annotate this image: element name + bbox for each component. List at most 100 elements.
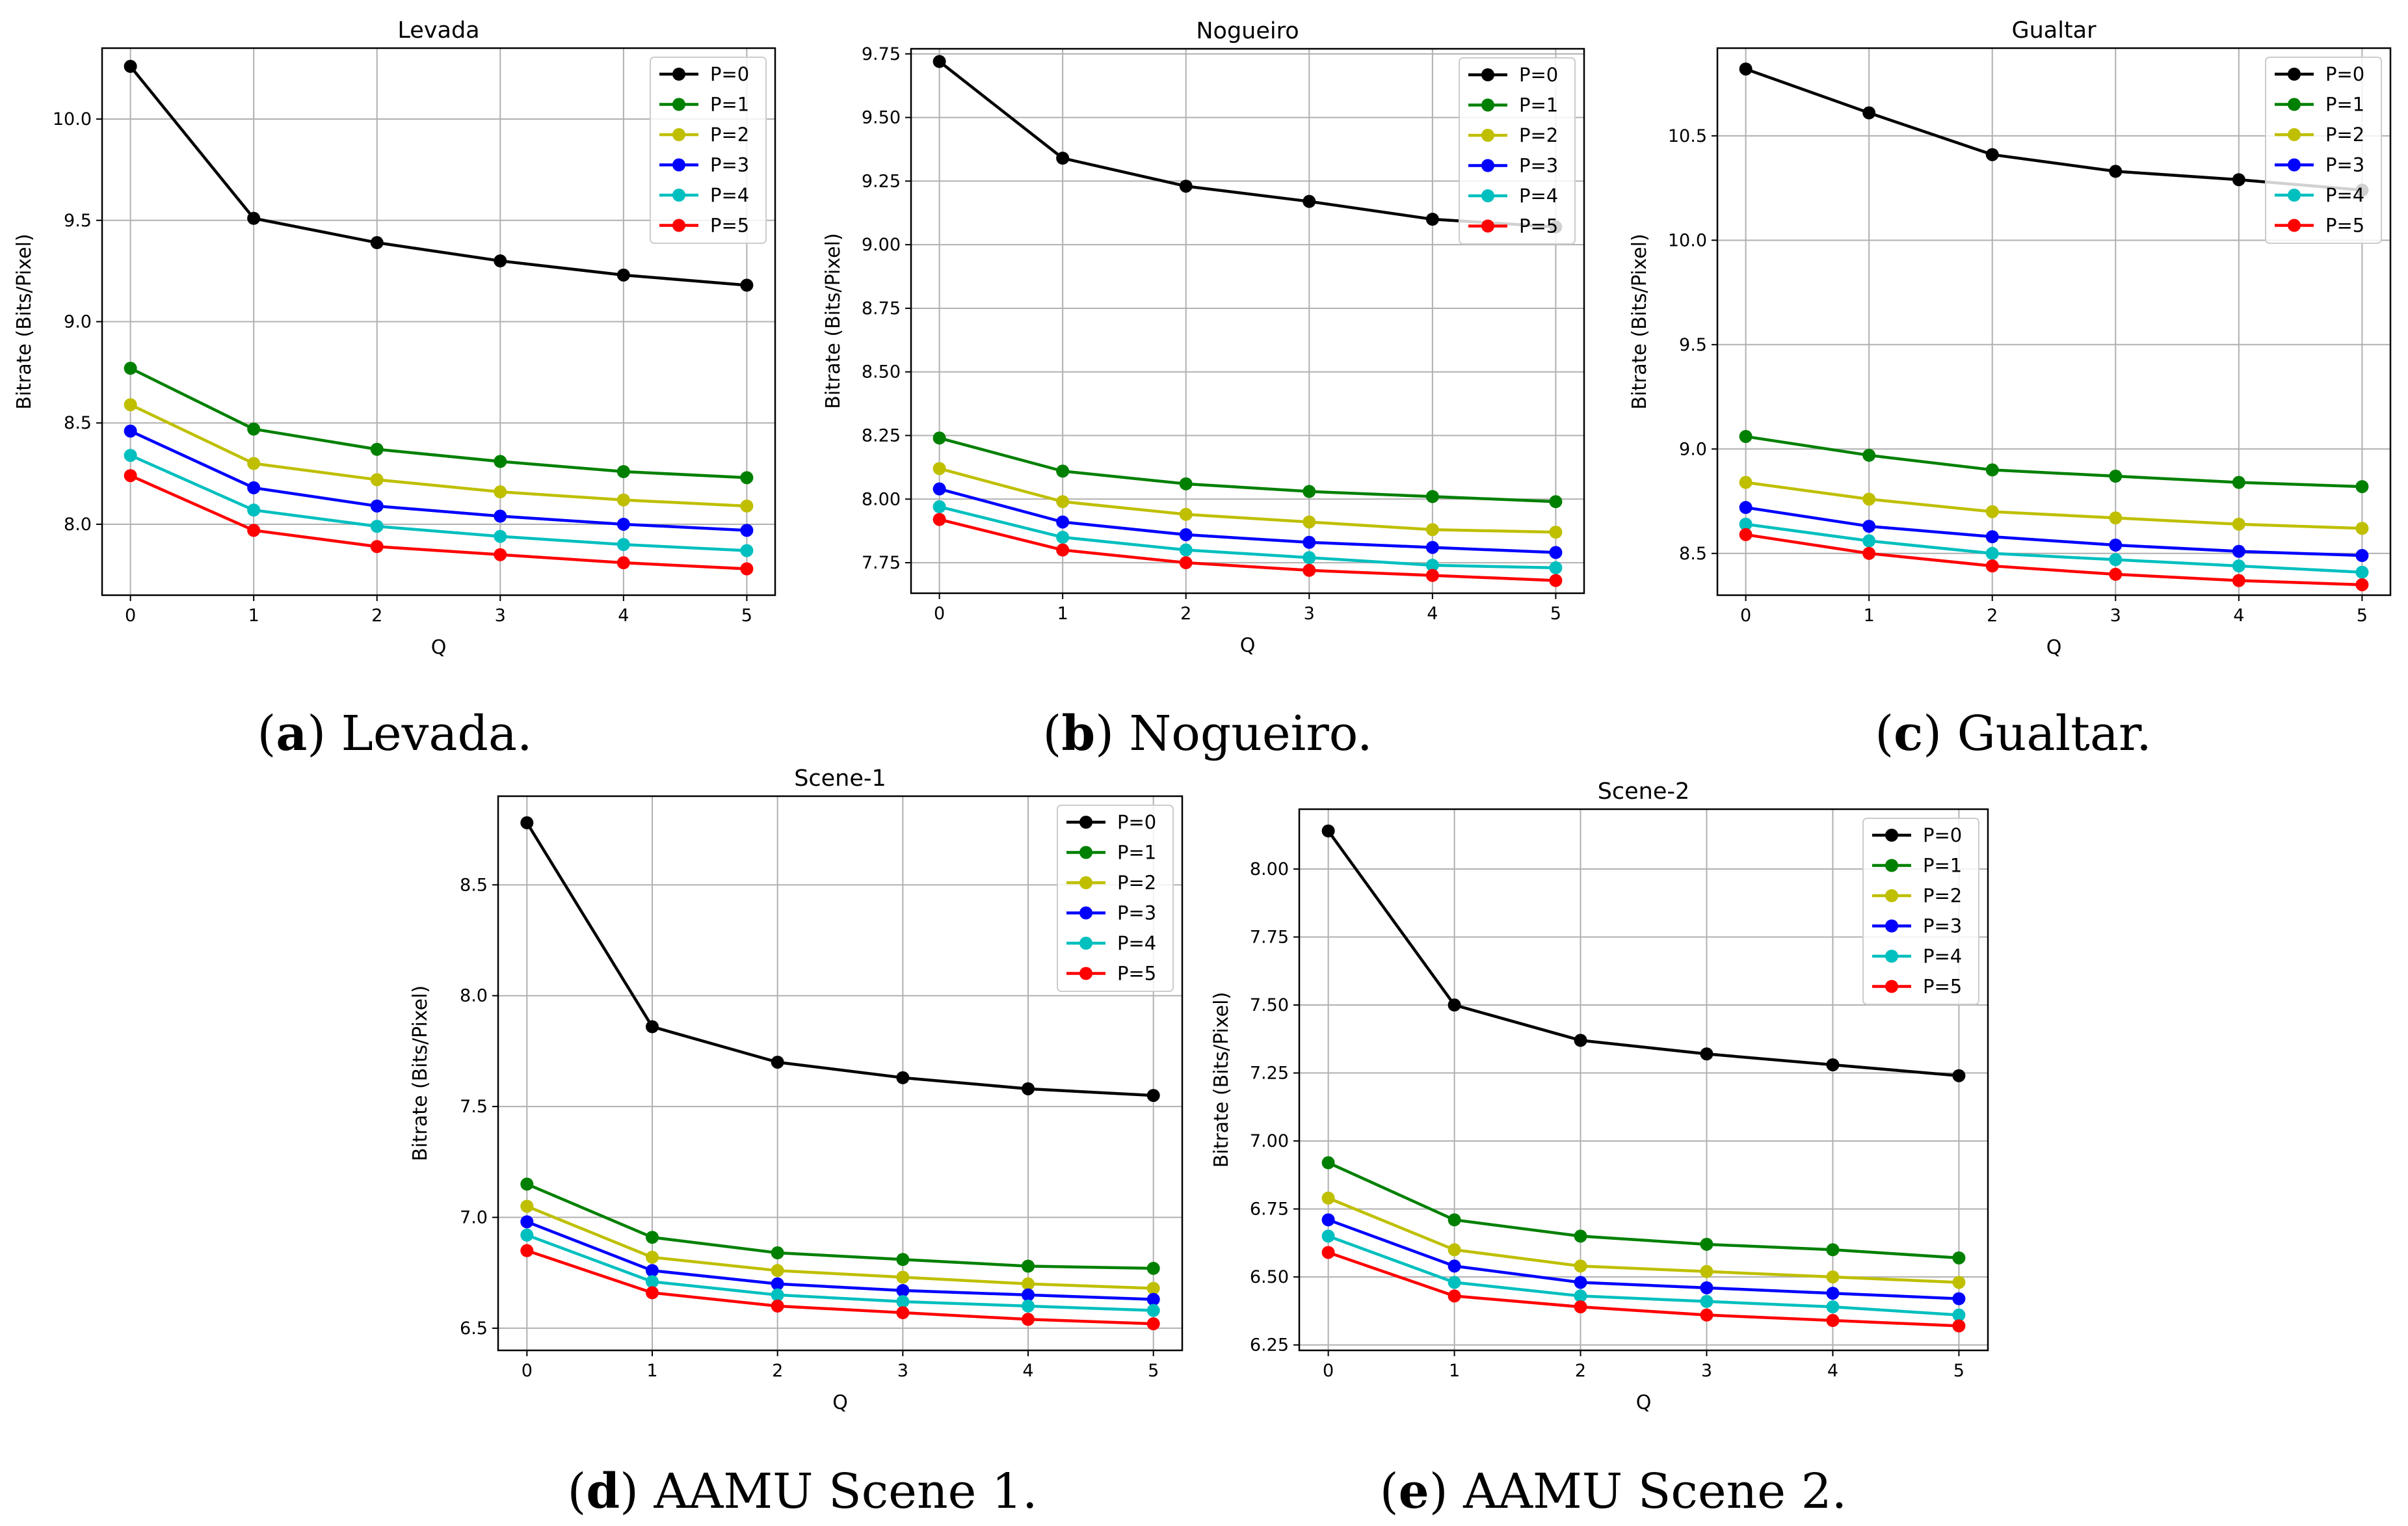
data-point-p3	[1700, 1281, 1713, 1294]
data-point-p4	[1862, 534, 1876, 548]
legend-marker-p0	[2288, 68, 2301, 81]
data-point-p2	[1826, 1270, 1840, 1284]
data-point-p1	[1022, 1259, 1035, 1273]
data-point-p5	[1739, 528, 1753, 541]
data-point-p4	[933, 500, 946, 514]
data-point-p5	[933, 513, 946, 526]
series-line-p3	[1745, 505, 2362, 557]
data-point-p3	[645, 1264, 659, 1278]
x-axis-label: Q	[832, 1391, 848, 1414]
data-point-p3	[933, 482, 946, 496]
legend: P=0 P=1 P=2 P=3 P=4 P=5	[1862, 818, 1979, 1005]
data-point-p4	[1549, 561, 1563, 574]
legend-label-p1: P=1	[1117, 842, 1156, 864]
data-point-p5	[494, 548, 507, 561]
data-point-p1	[1985, 463, 1999, 477]
x-tick-label: 4	[618, 606, 629, 626]
legend-label-p2: P=2	[1117, 872, 1156, 894]
y-tick-label: 7.75	[1250, 928, 1289, 948]
data-point-p3	[1985, 530, 1999, 544]
data-point-p0	[1022, 1082, 1035, 1095]
y-tick-label: 7.75	[862, 553, 901, 573]
series-line-p3	[526, 1220, 1154, 1301]
data-point-p2	[771, 1264, 784, 1278]
x-tick-label: 1	[248, 606, 259, 626]
data-point-p4	[1739, 517, 1753, 531]
data-point-p1	[616, 464, 630, 478]
x-tick-label: 0	[125, 606, 136, 626]
legend-label-p3: P=3	[1519, 155, 1558, 177]
data-point-p4	[1022, 1299, 1035, 1313]
y-axis-label: Bitrate (Bits/Pixel)	[1210, 992, 1233, 1168]
legend-marker-p4	[2288, 189, 2301, 202]
legend-label-p2: P=2	[1923, 885, 1962, 907]
data-point-p4	[520, 1228, 534, 1242]
y-tick-label: 6.75	[1250, 1199, 1289, 1220]
data-point-p3	[1549, 546, 1563, 559]
series-line-p4	[1327, 1235, 1959, 1317]
series-line-p4	[1745, 522, 2362, 574]
data-point-p1	[247, 422, 261, 436]
legend-marker-p2	[1885, 889, 1898, 902]
legend-marker-p4	[1079, 937, 1092, 950]
data-point-p3	[1826, 1287, 1840, 1300]
legend-marker-p1	[1079, 846, 1092, 859]
legend-marker-p2	[1079, 876, 1092, 889]
legend-marker-p4	[672, 189, 685, 202]
y-tick-label: 7.5	[460, 1097, 488, 1117]
data-point-p0	[1179, 180, 1193, 193]
data-point-p5	[1862, 546, 1876, 560]
data-point-p0	[933, 55, 946, 68]
data-point-p3	[1179, 528, 1193, 542]
data-point-p0	[616, 268, 630, 282]
data-point-p3	[2109, 538, 2123, 552]
data-point-p5	[1056, 543, 1070, 557]
x-tick-label: 4	[1022, 1361, 1033, 1381]
data-point-p1	[1056, 464, 1070, 478]
chart-panel-2: 0 1 2 3 4 5 7.75 8.00 8.25 8.50 8.75 9.00 9.25 9.50 9.…	[822, 18, 1585, 657]
caption-c-letter: c	[1894, 706, 1924, 762]
y-tick-label: 10.0	[1668, 230, 1707, 250]
caption-c: (c) Gualtar.	[1875, 706, 2152, 762]
data-point-p1	[1574, 1229, 1587, 1243]
legend-label-p4: P=4	[1923, 945, 1962, 967]
data-point-p4	[1303, 551, 1316, 565]
data-point-p0	[2109, 165, 2123, 178]
series-line-p1	[526, 1183, 1154, 1270]
chart-panel-1: 0 1 2 3 4 5 8.0 8.5 9.0 9.5 10.0 Levada Q Bitrate (Bi…	[13, 18, 776, 659]
x-tick-label: 2	[1180, 604, 1191, 624]
legend-marker-p1	[1481, 98, 1494, 112]
y-tick-label: 8.00	[862, 489, 901, 509]
x-axis-label: Q	[2046, 636, 2062, 659]
data-point-p2	[1448, 1243, 1461, 1257]
y-tick-label: 6.50	[1250, 1267, 1289, 1287]
data-point-p5	[740, 562, 754, 576]
legend-label-p5: P=5	[1117, 963, 1156, 985]
legend-label-p3: P=3	[710, 154, 749, 176]
data-point-p0	[1146, 1089, 1160, 1103]
legend-label-p1: P=1	[1519, 94, 1558, 116]
y-tick-label: 8.75	[862, 299, 901, 319]
data-point-p5	[247, 524, 261, 537]
x-tick-label: 4	[2233, 606, 2244, 626]
x-tick-label: 3	[1304, 604, 1315, 624]
data-point-p3	[1056, 515, 1070, 529]
x-tick-label: 0	[1740, 606, 1751, 626]
data-point-p1	[1549, 495, 1563, 509]
data-point-p5	[771, 1299, 784, 1313]
y-tick-label: 6.5	[460, 1319, 488, 1339]
series-line-p2	[1327, 1196, 1959, 1284]
series-line-p2	[129, 403, 747, 508]
data-point-p3	[1862, 520, 1876, 533]
data-point-p2	[1056, 495, 1070, 509]
data-point-p4	[896, 1295, 910, 1309]
data-point-p3	[740, 524, 754, 537]
x-tick-label: 1	[1057, 604, 1068, 624]
x-tick-label: 5	[1148, 1361, 1159, 1381]
series-line-p2	[526, 1205, 1154, 1290]
chart-title: Scene-2	[1598, 779, 1690, 805]
legend-label-p0: P=0	[1117, 811, 1156, 833]
y-tick-label: 10.5	[1668, 126, 1707, 146]
legend-label-p5: P=5	[1519, 215, 1558, 237]
series-line-p1	[1745, 435, 2362, 489]
